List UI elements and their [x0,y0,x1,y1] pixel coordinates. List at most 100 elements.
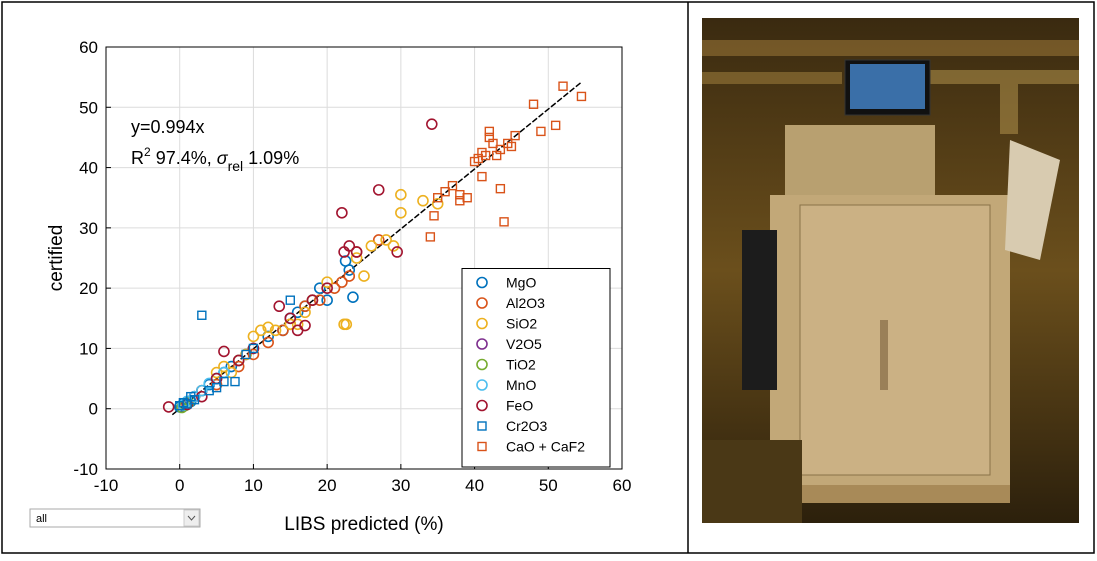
axes-box [105,46,623,470]
point [284,318,297,331]
point [477,171,487,182]
point [321,294,333,307]
point [429,211,439,221]
point [426,118,438,130]
point [347,291,359,303]
legend-marker [477,441,487,452]
point [313,282,326,294]
point [218,360,230,373]
point [189,394,200,405]
dropdown-arrow [187,515,196,521]
point [197,310,207,320]
point [495,183,506,194]
point [506,141,517,152]
point [225,360,238,373]
point [248,343,259,354]
point [328,282,341,294]
point [211,382,222,393]
legend-marker [476,338,488,350]
x-tick-label: 30 [391,476,410,495]
dropdown-button[interactable] [183,509,200,527]
legend-marker [476,379,488,391]
legend-label: SiO2 [506,316,537,332]
point [299,306,311,319]
point [395,206,407,219]
x-tick-label: 20 [318,476,337,495]
y-tick-label: 50 [79,98,98,117]
annotation-part: rel [228,158,244,174]
annotation: y=0.994x [131,117,205,137]
point [387,240,400,252]
point [380,234,392,246]
point [395,188,407,201]
point [343,240,356,252]
point [372,184,385,196]
legend-label: TiO2 [506,357,536,373]
legend-label: FeO [506,398,533,414]
legend-label: Al2O3 [506,295,545,311]
x-axis-label: LIBS predicted (%) [284,514,443,535]
point [433,193,443,203]
y-tick-label: 60 [79,38,98,57]
point [247,330,260,343]
x-tick-label: 50 [539,476,558,495]
point [528,99,539,109]
point [162,401,175,413]
point [484,132,495,143]
point [230,376,240,387]
point [440,186,450,197]
y-axis-label: certified [46,225,67,292]
x-tick-label: 60 [613,476,632,495]
point [277,324,289,337]
point [196,384,208,397]
point [358,270,370,282]
legend-marker [476,399,488,412]
point [196,390,208,403]
point [210,378,223,391]
point [343,264,356,276]
y-tick-label: 0 [89,400,98,419]
point [343,270,356,282]
point [299,300,311,313]
dropdown-value: all [36,513,47,525]
point [291,318,304,331]
point [431,197,444,210]
point [495,144,506,155]
point [210,366,223,379]
point [417,194,429,207]
legend-marker [476,297,488,309]
point [218,345,230,358]
legend-label: V2O5 [506,336,542,352]
point [425,232,436,242]
point [365,240,378,252]
legend-label: CaO + CaF2 [506,439,585,455]
dropdown[interactable] [29,508,201,528]
point [262,321,274,334]
point [240,348,252,361]
point [350,246,363,258]
annotation-part: 97.4%, [151,148,217,168]
x-tick-label: 0 [175,476,184,495]
legend-label: MgO [506,275,536,291]
point [336,206,348,219]
point [576,91,587,102]
point [510,130,520,141]
y-tick-label: 10 [79,339,98,358]
point [188,390,201,403]
point [499,217,509,227]
annotation-part: 2 [144,145,151,159]
legend-marker [476,276,488,289]
y-tick-label: -10 [73,460,98,479]
point [247,342,260,355]
point [536,126,546,137]
point [299,319,311,332]
point [340,318,353,331]
point [241,349,251,360]
legend-marker [477,421,487,431]
point [321,282,333,294]
point [550,120,561,131]
point [247,348,260,361]
point [558,81,568,91]
point [477,147,487,158]
point [321,276,333,288]
